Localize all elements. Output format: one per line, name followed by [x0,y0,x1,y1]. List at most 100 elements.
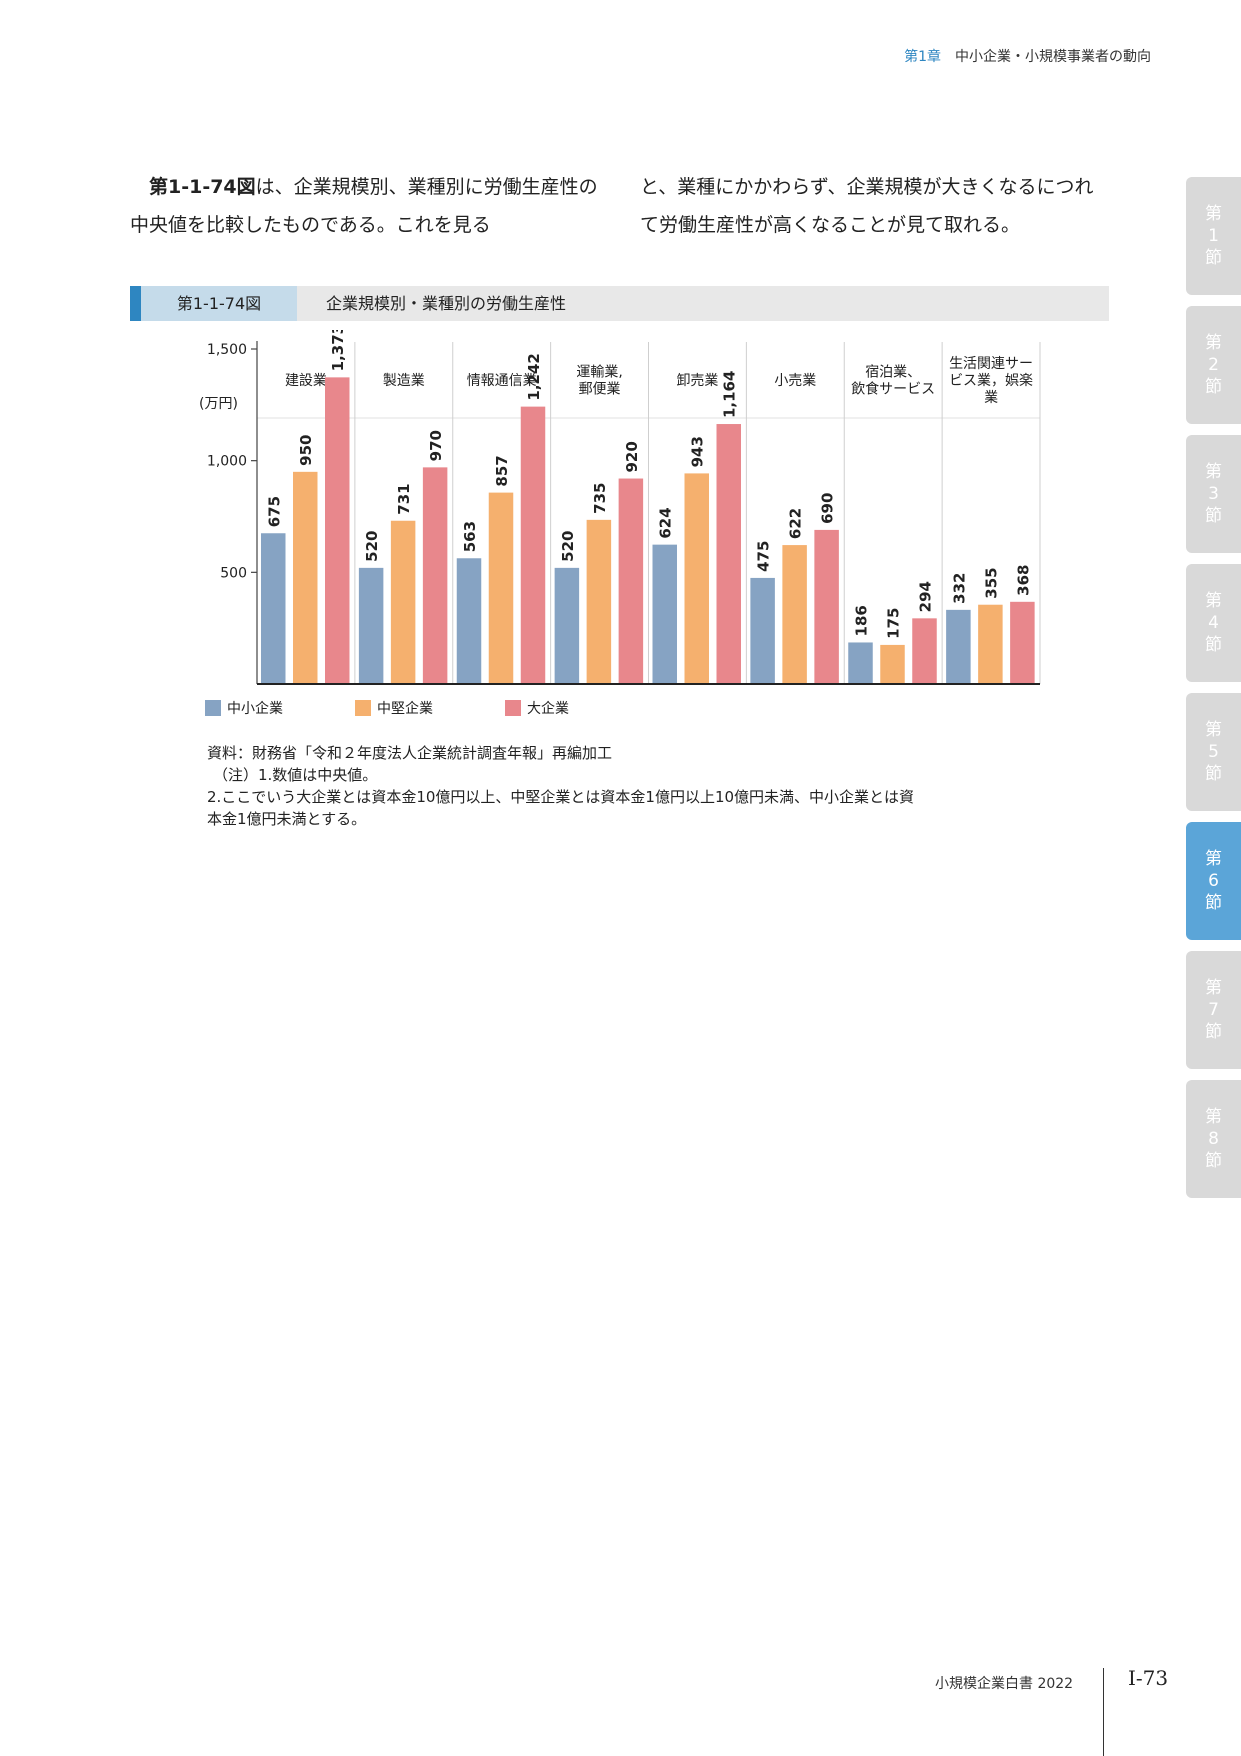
category-label: 業 [984,390,998,406]
chapter-title: 中小企業・小規模事業者の動向 [955,49,1151,65]
bar [814,529,839,684]
bar [293,471,318,684]
intro-column-2: と、業種にかかわらず、企業規模が大きくなるにつれて労働生産性が高くなることが見て… [640,176,1094,236]
bar-value-label: 520 [559,531,577,562]
bar-value-label: 563 [461,521,479,552]
bar [261,533,286,684]
legend-item-mid: 中堅企業 [355,698,433,718]
bar-value-label: 368 [1014,565,1032,596]
bar [782,545,807,684]
category-label: 卸売業 [676,373,718,389]
bar-value-label: 1,373 [329,330,347,371]
legend-swatch-large [505,700,521,716]
chapter-label: 第1章 [904,49,941,65]
bar [390,520,416,684]
bar-value-label: 950 [297,435,315,466]
legend-label-mid: 中堅企業 [377,701,433,717]
category-label: 情報通信業 [467,373,537,389]
bar-value-label: 520 [363,531,381,562]
bar-value-label: 186 [853,605,871,636]
bar-value-label: 731 [395,483,413,514]
legend-swatch-mid [355,700,371,716]
legend-swatch-small [205,700,221,716]
bar [912,618,937,684]
figure-reference: 第1-1-74図 [149,176,256,198]
note-1: （注）1.数値は中央値。 [213,766,378,784]
bar-value-label: 1,242 [525,353,543,400]
intro-column-1: 第1-1-74図は、企業規模別、業種別に労働生産性の中央値を比較したものである。… [130,168,600,244]
bar-value-label: 624 [657,507,675,538]
book-title: 小規模企業白書 2022 [935,1676,1074,1692]
figure-notes: 資料：財務省「令和２年度法人企業統計調査年報」再編加工 （注）1.数値は中央値。… [207,742,1037,830]
bar [750,577,775,684]
category-label: 製造業 [383,373,425,389]
bar-value-label: 475 [755,541,773,572]
bar-value-label: 1,164 [721,371,739,418]
bar [554,567,580,684]
note-2a: 2.ここでいう大企業とは資本金10億円以上、中堅企業とは資本金1億円以上10億円… [207,788,915,806]
bar [422,467,448,684]
bar [520,406,546,684]
bar [618,478,644,684]
category-label: 建設業 [285,373,327,389]
category-label: 運輸業, [576,365,622,381]
bar-value-label: 355 [982,567,1000,598]
category-label: 宿泊業、 [865,364,921,381]
bar-value-label: 332 [950,573,968,604]
bar [488,492,514,684]
bar-value-label: 920 [623,441,641,472]
bar [848,642,873,684]
legend-item-small: 中小企業 [205,698,283,718]
bar-value-label: 970 [427,430,445,461]
note-2b: 本金1億円未満とする。 [207,810,367,828]
bar-value-label: 675 [265,496,283,527]
bar-value-label: 857 [493,455,511,486]
bar-value-label: 175 [885,608,903,639]
figure-number: 第1-1-74図 [141,286,297,321]
bar-value-label: 735 [591,483,609,514]
category-label: ビス業，娯楽 [949,373,1033,389]
bar [358,567,384,684]
y-tick-label: 1,500 [207,342,247,358]
bar [716,424,741,684]
bar [325,377,350,684]
intro-text-1: は、企業規模別、業種別に労働生産性の中央値を比較したものである。これを見る [130,176,598,236]
legend-item-large: 大企業 [505,698,569,718]
bar [652,544,677,684]
bar-value-label: 943 [689,436,707,467]
bar-chart: 500 1,000 1,500 (万円) 建設業 製造業 情報通信業 運輸業,郵便業 卸売業 小売… [199,330,1041,685]
bar-value-label: 690 [819,493,837,524]
figure-title-bar: 第1-1-74図 企業規模別・業種別の労働生産性 [130,286,1109,321]
bar [456,558,482,684]
y-tick-label: 1,000 [207,454,247,470]
y-axis-unit-label: (万円) [199,396,238,412]
footer-divider [1103,1668,1104,1756]
bar [1010,601,1035,684]
legend-label-large: 大企業 [527,701,569,717]
category-label: 郵便業 [579,382,621,398]
y-tick-label: 500 [220,565,247,581]
bar [586,519,612,684]
running-header: 第1章 中小企業・小規模事業者の動向 [904,46,1151,66]
bar [978,604,1003,684]
bar [880,644,905,684]
page-number: Ⅰ-73 [1128,1666,1169,1690]
category-label: 飲食サービス [851,381,935,398]
bar [684,473,709,684]
bar-value-label: 622 [787,508,805,539]
category-label: 生活関連サー [949,356,1033,372]
figure-title: 企業規模別・業種別の労働生産性 [326,294,567,313]
legend-label-small: 中小企業 [227,701,283,717]
figure-title-accent [130,286,141,321]
bar-value-label: 294 [917,581,935,612]
source-note: 資料：財務省「令和２年度法人企業統計調査年報」再編加工 [207,744,613,762]
bar [946,609,971,684]
